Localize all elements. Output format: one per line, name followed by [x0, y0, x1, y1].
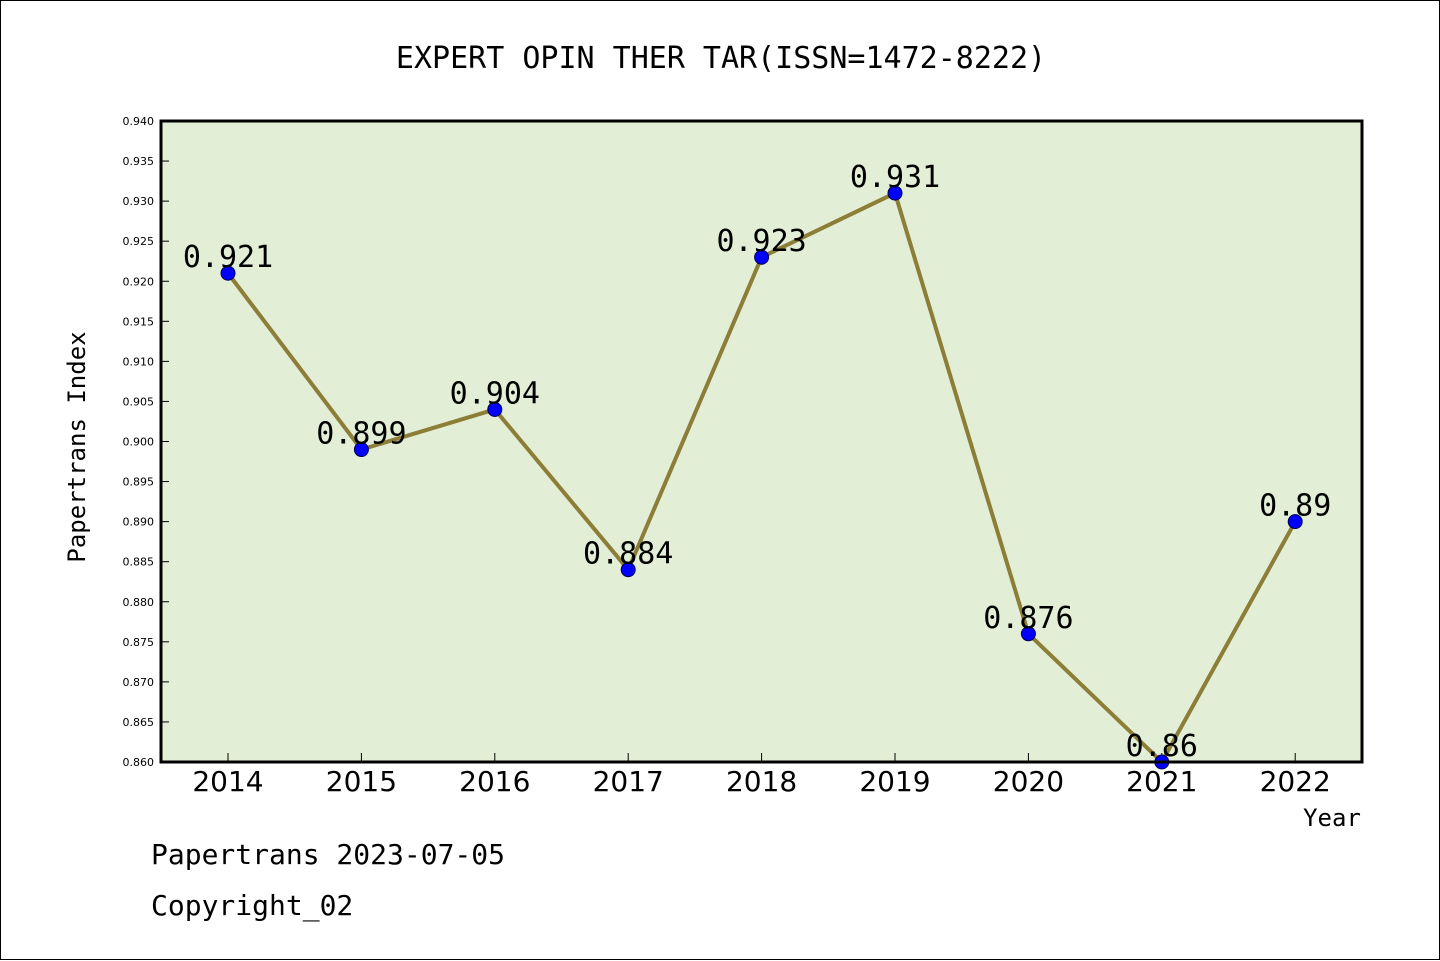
x-tick-label: 2021	[1126, 765, 1197, 798]
data-point	[1287, 514, 1303, 530]
data-labels: 0.921 0.899 0.904 0.884 0.923 0.931 0.876 0.86 0…	[183, 160, 1331, 764]
footer-date: Papertrans 2023-07-05	[151, 838, 505, 871]
x-tick-label: 2017	[593, 765, 664, 798]
x-tick-label: 2019	[859, 765, 930, 798]
data-label: 0.876	[983, 601, 1073, 636]
data-label: 0.923	[716, 224, 806, 259]
y-tick-label: 0.910	[123, 355, 155, 368]
data-label: 0.899	[316, 417, 406, 452]
y-tick-label: 0.890	[123, 516, 155, 529]
x-axis-label: Year	[1303, 804, 1361, 832]
data-markers	[220, 185, 1303, 770]
y-tick-label: 0.925	[123, 235, 155, 248]
x-axis: 2014 2015 2016 2017 2018 2019 2020 2021 2022	[192, 753, 1331, 798]
y-tick-label: 0.900	[123, 436, 155, 449]
data-label: 0.89	[1259, 489, 1331, 524]
data-point	[887, 185, 903, 201]
y-axis: 0.860 0.865 0.870 0.875 0.880 0.885 0.890 0.895…	[123, 115, 169, 769]
x-tick-label: 2022	[1260, 765, 1331, 798]
y-tick-label: 0.875	[123, 636, 155, 649]
x-tick-label: 2016	[459, 765, 530, 798]
data-point	[220, 265, 236, 281]
y-tick-label: 0.920	[123, 275, 155, 288]
data-point	[487, 401, 503, 417]
x-tick-label: 2015	[326, 765, 397, 798]
x-tick-label: 2018	[726, 765, 797, 798]
y-tick-label: 0.870	[123, 676, 155, 689]
y-tick-label: 0.895	[123, 476, 155, 489]
x-tick-label: 2020	[993, 765, 1064, 798]
data-point	[754, 249, 770, 265]
y-tick-label: 0.935	[123, 155, 155, 168]
y-tick-label: 0.885	[123, 556, 155, 569]
x-tick-label: 2014	[192, 765, 263, 798]
data-point	[620, 562, 636, 578]
data-label: 0.884	[583, 537, 673, 572]
data-label: 0.931	[850, 160, 940, 195]
y-tick-label: 0.940	[123, 115, 155, 128]
plot-border	[159, 119, 1364, 764]
y-tick-label: 0.915	[123, 315, 155, 328]
plot-area	[161, 121, 1362, 762]
data-label: 0.904	[450, 376, 540, 411]
data-label: 0.86	[1126, 729, 1198, 764]
footer-copyright: Copyright_02	[151, 889, 353, 923]
data-point	[1020, 626, 1036, 642]
y-tick-label: 0.860	[123, 756, 155, 769]
chart-title: EXPERT OPIN THER TAR(ISSN=1472-8222)	[396, 41, 1046, 76]
y-axis-label: Papertrans Index	[63, 331, 91, 562]
y-tick-label: 0.930	[123, 195, 155, 208]
data-point	[353, 442, 369, 458]
y-tick-label: 0.880	[123, 596, 155, 609]
y-tick-label: 0.905	[123, 395, 155, 408]
data-label: 0.921	[183, 240, 273, 275]
y-tick-label: 0.865	[123, 716, 155, 729]
